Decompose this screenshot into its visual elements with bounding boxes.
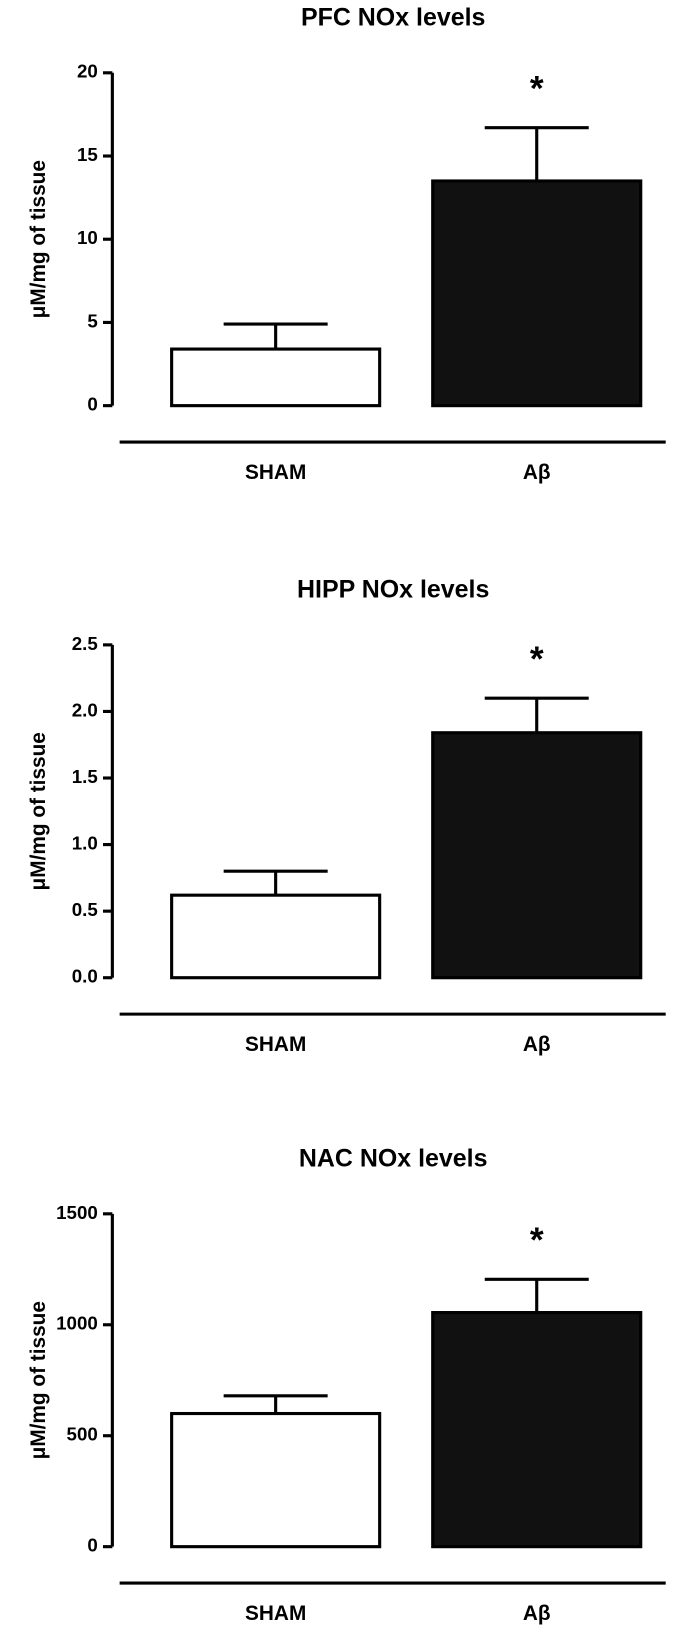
x-tick-label: SHAM [245,461,306,484]
y-tick-label: 2.0 [72,699,98,720]
y-tick-label: 500 [67,1424,98,1445]
x-tick-label: SHAM [245,1033,306,1056]
y-tick-label: 1000 [56,1313,98,1334]
y-tick-label: 15 [77,144,98,165]
significance-marker: * [530,640,544,679]
y-tick-label: 5 [87,310,97,331]
bar [431,731,643,980]
bar [431,179,643,408]
x-tick-label: Aβ [523,1033,551,1056]
y-tick-label: 10 [77,227,98,248]
significance-marker: * [530,70,544,109]
x-tick-label: Aβ [523,1602,551,1625]
y-tick-label: 1500 [56,1202,98,1223]
x-tick-label: Aβ [523,461,551,484]
y-tick-label: 1.5 [72,766,98,787]
y-tick-label: 0.5 [72,899,98,920]
y-tick-label: 20 [77,61,98,82]
chart-title: NAC NOx levels [299,1144,488,1172]
y-tick-label: 0.0 [72,966,98,987]
y-axis-label: μM/mg of tissue [27,1301,50,1459]
bar [170,347,382,408]
bar [170,1411,382,1549]
significance-marker: * [530,1221,544,1260]
y-tick-label: 1.0 [72,833,98,854]
y-tick-label: 0 [87,394,97,415]
y-tick-label: 0 [87,1535,97,1556]
chart-title: PFC NOx levels [301,3,485,31]
y-axis-label: μM/mg of tissue [27,160,50,318]
y-axis-label: μM/mg of tissue [27,732,50,890]
x-tick-label: SHAM [245,1602,306,1625]
bar [170,893,382,980]
y-tick-label: 2.5 [72,633,98,654]
chart-title: HIPP NOx levels [297,575,489,603]
bar [431,1311,643,1549]
